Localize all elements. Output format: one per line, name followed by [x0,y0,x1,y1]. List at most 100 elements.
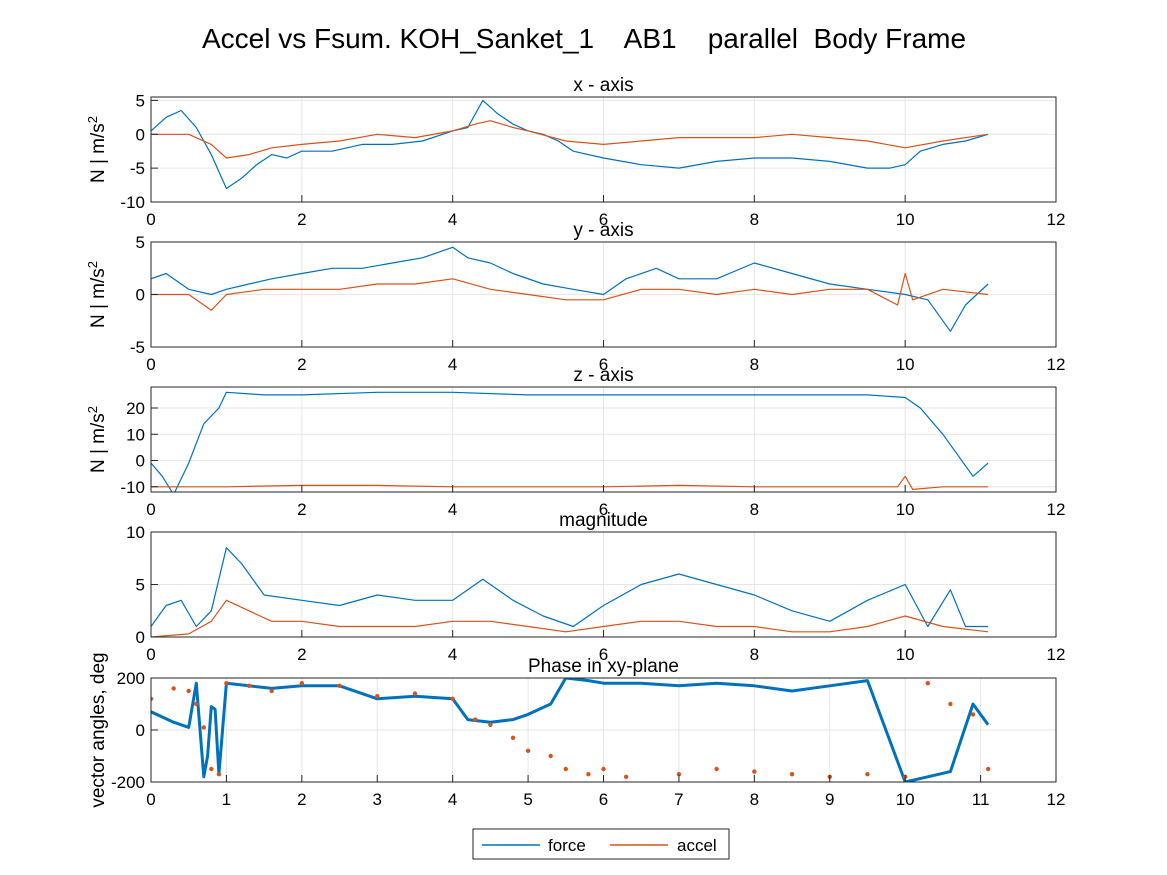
subplot-title: y - axis [573,220,633,241]
y-tick-label: -5 [130,338,145,357]
x-tick-label: 0 [146,645,155,664]
y-tick-label: -5 [130,159,145,178]
x-tick-label: 4 [448,210,457,229]
y-axis-label-superscript: 2 [85,116,100,123]
x-tick-label: 6 [599,645,608,664]
figure-title: Accel vs Fsum. KOH_Sanket_1 AB1 parallel… [202,23,966,54]
point-accel [269,688,274,694]
x-tick-label: 10 [896,210,915,229]
series-line-force [151,99,989,190]
x-tick-label: 11 [972,790,990,809]
subplot-1: 0 2 4 6 8 10 12 -10 -5 0 5 x - axis N | m/s2 [85,75,1066,229]
point-accel [375,694,380,699]
y-tick-label: 0 [136,721,145,740]
legend-box [472,828,730,860]
x-tick-label: 0 [146,210,155,229]
point-accel [224,681,229,686]
x-tick-label: 0 [146,355,155,374]
point-accel [601,766,606,772]
point-accel [186,688,191,694]
point-accel [563,766,568,772]
point-accel [171,686,176,691]
y-axis-label-superscript: 2 [85,406,100,413]
point-accel [970,712,976,717]
x-tick-label: 10 [896,355,915,374]
y-tick-label: -10 [120,478,145,497]
series-line-force [151,678,990,782]
x-tick-label: 0 [146,790,155,809]
x-tick-label: 3 [373,790,382,809]
point-accel [246,683,252,688]
y-axis-label-superscript: 2 [85,261,100,268]
series-line-accel [151,120,989,159]
x-tick-label: 2 [297,355,306,374]
y-tick-label: 10 [126,425,145,444]
x-tick-label: 8 [750,210,759,229]
y-axis-label: vector angles, deg [88,652,109,807]
x-tick-label: 4 [448,790,457,809]
point-accel [865,772,870,777]
subplot-title: magnitude [559,510,648,531]
point-accel [194,701,199,707]
point-accel [623,774,629,779]
x-tick-label: 8 [750,500,759,519]
legend-label-accel: accel [677,836,717,855]
subplot-title: x - axis [573,75,633,96]
y-tick-label: -200 [111,773,145,792]
x-tick-label: 6 [599,210,608,229]
subplot-title: z - axis [573,365,633,386]
x-tick-label: 4 [448,355,457,374]
y-tick-label: 10 [126,523,145,542]
x-tick-label: 0 [146,500,155,519]
point-accel [209,766,214,772]
y-tick-label: 0 [136,628,145,647]
point-accel [337,683,342,688]
point-accel [216,772,222,777]
point-accel [299,681,305,686]
point-accel [450,696,455,701]
point-accel [548,753,553,759]
y-axis-label: N | m/s2 [85,261,110,328]
series-line-accel [151,475,989,490]
legend: force accel [472,828,730,860]
point-accel [488,722,493,727]
point-accel [948,701,953,707]
x-tick-label: 8 [750,645,759,664]
point-accel [752,769,757,774]
y-tick-label: 0 [136,286,145,305]
x-tick-label: 10 [896,500,915,519]
y-tick-label: 0 [136,452,145,471]
y-axis-label: N | m/s2 [85,116,110,183]
x-tick-label: 10 [896,645,915,664]
x-tick-label: 9 [825,790,834,809]
series-line-force [151,391,989,492]
y-axis-label: N | m/s2 [85,406,110,473]
point-accel [201,725,206,730]
y-tick-label: 200 [117,669,145,688]
x-tick-label: 2 [297,645,306,664]
point-accel [473,717,478,722]
y-tick-label: 5 [136,233,145,252]
x-tick-label: 6 [599,500,608,519]
point-accel [510,735,516,740]
point-accel [586,772,591,777]
legend-label-force: force [548,836,586,855]
x-tick-label: 8 [750,790,759,809]
x-tick-label: 2 [297,500,306,519]
x-tick-label: 7 [674,790,683,809]
subplot-4: 0 2 4 6 8 10 12 0 5 10 magnitude [126,510,1065,664]
x-tick-label: 2 [297,790,306,809]
x-tick-label: 1 [222,790,231,809]
y-tick-label: 5 [136,576,145,595]
y-tick-label: 5 [136,91,145,110]
subplot-title: Phase in xy-plane [528,656,679,677]
series-line-accel [151,599,989,637]
x-tick-label: 12 [1047,500,1066,519]
x-tick-label: 12 [1047,645,1066,664]
point-accel [151,696,154,701]
x-tick-label: 12 [1047,210,1066,229]
x-tick-label: 12 [1047,355,1066,374]
point-accel [985,766,991,772]
